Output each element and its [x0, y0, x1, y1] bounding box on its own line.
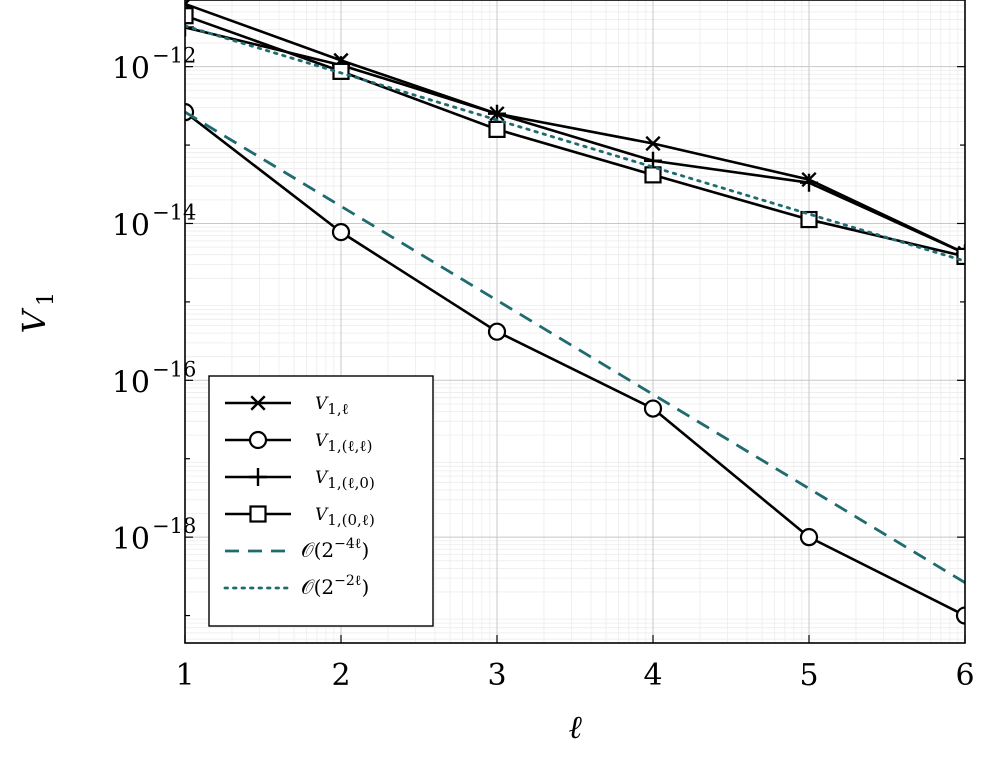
- data-point: [487, 322, 507, 341]
- legend-item: 𝒪(2−4ℓ): [225, 536, 369, 562]
- legend-marker: [248, 430, 268, 450]
- y-tick-label: 10: [112, 365, 150, 400]
- x-tick-label: 4: [643, 658, 662, 693]
- data-point: [643, 399, 663, 418]
- legend-item: V1,(ℓ,0): [225, 468, 375, 492]
- series-line: [185, 111, 965, 617]
- data-point: [644, 166, 662, 184]
- legend-label: V1,(ℓ,0): [315, 468, 375, 492]
- legend-label: 𝒪(2−2ℓ): [301, 573, 369, 599]
- y-tick-exponent: −16: [152, 357, 196, 381]
- series-4: [185, 110, 965, 584]
- legend: V1,ℓ V1,(ℓ,ℓ) V1,(ℓ,0) V1,(0,ℓ) 𝒪(2−4ℓ) 𝒪(2−2…: [208, 375, 434, 627]
- y-tick-label: 10: [112, 522, 150, 557]
- data-point: [955, 606, 965, 625]
- legend-item: V1,ℓ: [225, 394, 349, 418]
- legend-item: 𝒪(2−2ℓ): [223, 573, 369, 599]
- data-point: [800, 173, 818, 192]
- series-line: [185, 110, 965, 584]
- data-point: [956, 247, 965, 266]
- data-point: [332, 62, 350, 80]
- y-tick-label: 10: [112, 52, 150, 87]
- y-tick-exponent: −18: [152, 514, 196, 538]
- data-point: [331, 223, 351, 242]
- y-axis-label-sub: 1: [34, 292, 59, 306]
- series-line: [185, 24, 965, 263]
- x-axis-label: ℓ: [568, 708, 582, 746]
- x-tick-label: 5: [799, 658, 818, 693]
- legend-marker: [249, 468, 267, 486]
- series-line: [185, 26, 965, 255]
- legend-label: V1,(0,ℓ): [315, 505, 375, 529]
- x-tick-label: 6: [955, 658, 974, 693]
- legend-box: [208, 375, 434, 627]
- series-5: [185, 24, 965, 263]
- y-tick-exponent: −12: [152, 44, 196, 68]
- x-tick-label: 3: [487, 658, 506, 693]
- legend-marker: [249, 505, 267, 523]
- series-3: [185, 7, 965, 266]
- x-tick-label: 2: [331, 658, 350, 693]
- data-point: [185, 7, 194, 25]
- series-group: [185, 0, 965, 625]
- axes-frame: [184, 0, 966, 644]
- y-axis-label-main: V: [15, 308, 53, 334]
- series-0: [185, 0, 965, 261]
- series-line: [185, 14, 965, 258]
- data-point: [488, 120, 506, 138]
- y-tick-label: 10: [112, 208, 150, 243]
- y-axis-label: V1: [15, 292, 59, 334]
- legend-item: V1,(0,ℓ): [225, 505, 375, 529]
- legend-label: V1,(ℓ,ℓ): [315, 431, 372, 455]
- data-point: [645, 135, 661, 152]
- legend-marker: [250, 395, 266, 411]
- data-point: [185, 18, 194, 37]
- legend-label: V1,ℓ: [315, 394, 349, 418]
- series-line: [185, 2, 965, 255]
- tick-marks: [184, 66, 966, 643]
- series-1: [185, 103, 965, 625]
- legend-item: V1,(ℓ,ℓ): [225, 430, 372, 455]
- data-point: [799, 528, 819, 547]
- legend-label: 𝒪(2−4ℓ): [301, 536, 369, 562]
- y-tick-exponent: −14: [152, 200, 196, 224]
- x-tick-label: 1: [175, 658, 194, 693]
